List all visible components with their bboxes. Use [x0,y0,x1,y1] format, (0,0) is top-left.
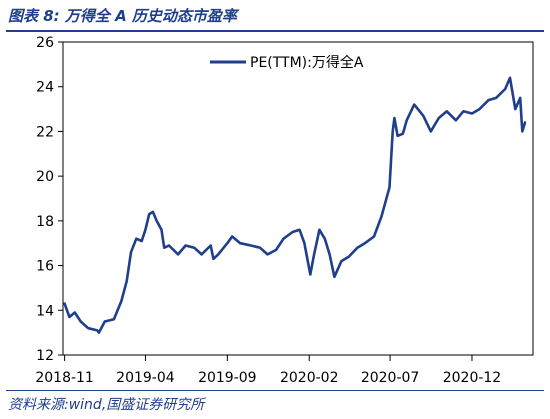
y-tick-label: 24 [36,80,54,96]
y-tick-label: 12 [36,348,54,364]
y-tick-label: 22 [36,124,54,140]
x-tick-label: 2020-12 [443,370,502,386]
legend-label: PE(TTM):万得全A [250,54,364,71]
title-divider [6,30,544,32]
series-line-0 [63,76,527,334]
series-layer [63,76,527,334]
x-tick-label: 2019-04 [116,370,175,386]
figure-title: 图表 8: 万得全 A 历史动态市盈率 [8,7,237,25]
source-divider [6,390,544,391]
x-tick-label: 2020-07 [361,370,420,386]
y-tick-label: 16 [36,259,54,275]
x-tick-label: 2019-09 [198,370,257,386]
y-tick-label: 20 [36,169,54,185]
plot-area-frame [62,41,534,356]
y-tick-label: 14 [36,303,54,319]
x-tick-label: 2018-11 [35,370,94,386]
source-note: 资料来源:wind,国盛证券研究所 [8,397,205,413]
x-axis: 2018-11 2019-04 2019-09 2020-02 2020-07 2020-… [35,355,501,386]
legend: PE(TTM):万得全A [210,54,364,71]
y-tick-label: 26 [36,35,54,51]
x-tick-label: 2020-02 [280,370,339,386]
y-tick-label: 18 [36,214,54,230]
y-axis: 12 14 16 18 20 22 24 26 [36,35,63,364]
